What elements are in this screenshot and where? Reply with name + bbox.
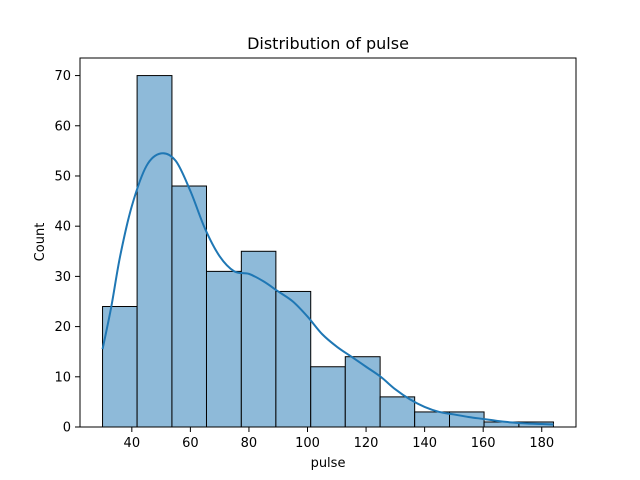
x-tick-label-100: 100 [295, 436, 320, 451]
x-axis-label: pulse [311, 456, 346, 471]
y-tick-label-40: 40 [54, 220, 71, 235]
y-tick-label-0: 0 [63, 421, 71, 436]
kde-curve [101, 152, 554, 426]
x-tick-label-80: 80 [241, 436, 258, 451]
x-axis-ticks: 40 60 80 100 120 140 160 180 [124, 427, 554, 451]
histogram-bar-1 [136, 75, 173, 428]
histogram-bar-6 [310, 366, 346, 428]
histogram-bar-7 [344, 356, 381, 428]
histogram-bar-5 [275, 290, 312, 428]
y-tick-label-50: 50 [54, 169, 71, 184]
axes-frame [79, 57, 577, 428]
kde-layer [101, 152, 554, 426]
y-axis-ticks: 0 10 20 30 40 50 60 70 [54, 69, 80, 436]
x-tick-label-180: 180 [529, 436, 554, 451]
y-tick-label-10: 10 [54, 370, 71, 385]
y-axis-label: Count [33, 223, 48, 262]
y-tick-label-20: 20 [54, 320, 71, 335]
x-tick-label-60: 60 [182, 436, 199, 451]
y-tick-label-60: 60 [54, 119, 71, 134]
x-tick-label-160: 160 [471, 436, 496, 451]
histogram-bar-8 [379, 396, 416, 428]
x-tick-label-120: 120 [354, 436, 379, 451]
bars-layer [102, 75, 554, 428]
y-tick-label-30: 30 [54, 270, 71, 285]
histogram-bar-4 [240, 250, 277, 428]
histogram-bar-3 [205, 270, 242, 428]
x-tick-label-40: 40 [124, 436, 141, 451]
histogram-bar-2 [171, 185, 207, 428]
x-tick-label-140: 140 [412, 436, 437, 451]
y-tick-label-70: 70 [54, 69, 71, 84]
histogram-bar-9 [414, 411, 451, 428]
chart-title: Distribution of pulse [247, 34, 409, 53]
